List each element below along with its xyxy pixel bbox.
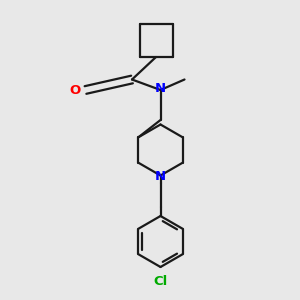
Text: O: O <box>69 83 81 97</box>
Text: Cl: Cl <box>153 275 168 288</box>
Text: N: N <box>155 170 166 184</box>
Text: N: N <box>155 82 166 95</box>
